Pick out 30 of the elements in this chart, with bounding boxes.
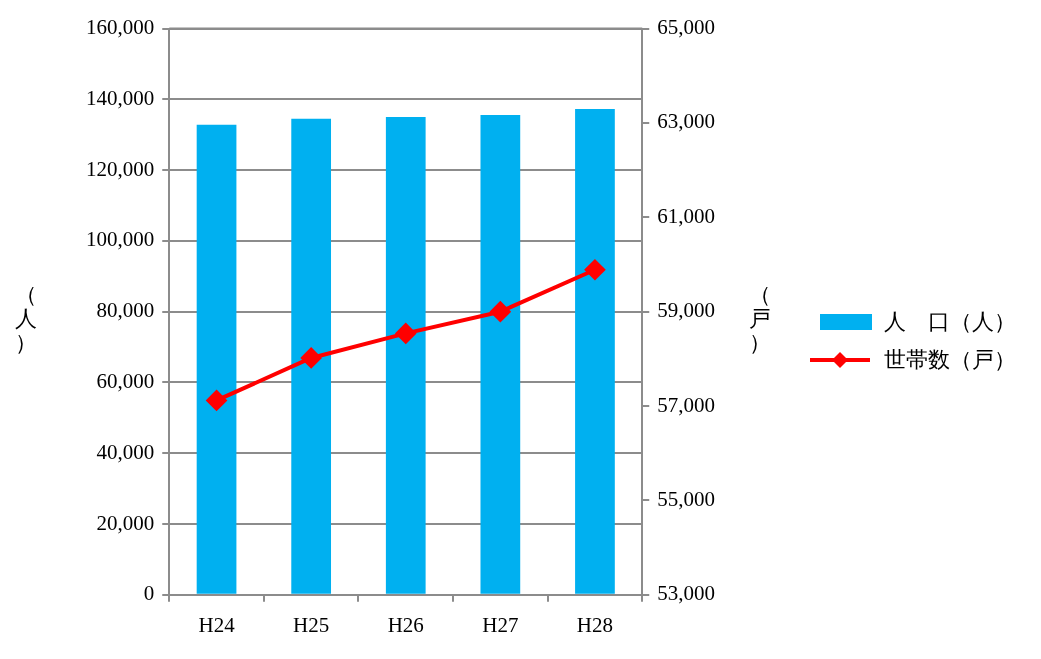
y2-tick-label: 59,000 (657, 298, 715, 323)
x-tick-label: H25 (293, 612, 330, 637)
point (206, 390, 227, 411)
point (584, 259, 605, 280)
y-tick-label: 120,000 (86, 156, 155, 181)
y2-tick-label: 61,000 (657, 203, 715, 228)
y-tick-label: 80,000 (96, 298, 155, 323)
x-tick-label: H24 (198, 612, 236, 637)
y-tick-label: 40,000 (96, 439, 155, 464)
y-axis-title: （人） (14, 282, 38, 355)
x-tick-label: H28 (576, 612, 614, 637)
y-tick-label: 100,000 (86, 227, 155, 252)
legend-label: 世帯数（戸） (884, 346, 1016, 374)
y-tick-label: 60,000 (96, 368, 155, 393)
y-tick-label: 160,000 (86, 15, 155, 40)
y2-tick-label: 57,000 (657, 392, 715, 417)
y2-tick-label: 63,000 (657, 109, 715, 134)
y2-axis-title: （戸） (748, 282, 772, 355)
y-tick-label: 0 (143, 581, 155, 606)
point (301, 347, 322, 368)
y2-tick-label: 53,000 (657, 581, 715, 606)
y2-tick-label: 55,000 (657, 486, 715, 511)
y-tick-label: 140,000 (86, 85, 155, 110)
point (490, 301, 511, 322)
x-tick-label: H27 (482, 612, 519, 637)
y-tick-label: 20,000 (96, 510, 155, 535)
legend-label: 人 口（人） (884, 308, 1016, 336)
y2-tick-label: 65,000 (657, 15, 715, 40)
x-tick-label: H26 (387, 612, 424, 637)
point (395, 323, 416, 344)
